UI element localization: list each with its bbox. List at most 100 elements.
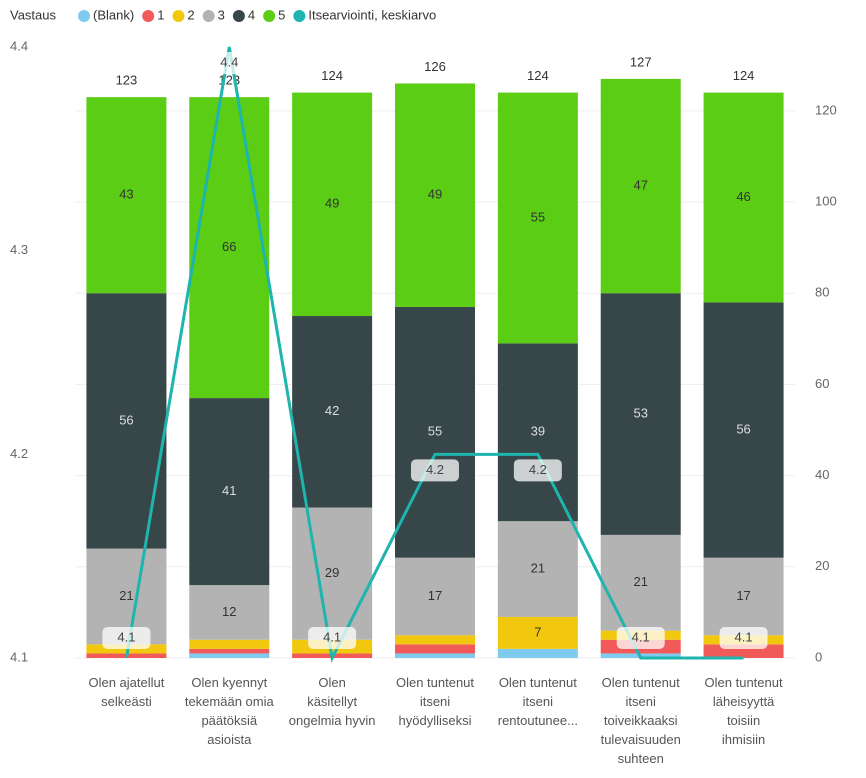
data-label: 4.1 — [323, 629, 341, 644]
data-label: 29 — [325, 565, 339, 580]
data-label: 53 — [633, 405, 647, 420]
legend-label: 1 — [157, 7, 164, 22]
legend-marker — [202, 10, 215, 22]
y-tick-label: 4.1 — [10, 649, 28, 664]
x-tick-label: Olen tuntenut itseni hyödylliseksi — [396, 675, 474, 728]
data-label: 39 — [531, 424, 545, 439]
data-label-box — [411, 459, 459, 482]
data-label: 4.1 — [117, 629, 135, 644]
bar-segment — [395, 635, 475, 645]
bar-segment — [600, 293, 681, 535]
data-label: 21 — [119, 588, 133, 603]
x-tick-label: Olen tuntenut läheisyyttä toisiin ihmisiin — [705, 675, 783, 747]
y2-tick-label: 40 — [815, 467, 829, 482]
data-label: 46 — [736, 189, 750, 204]
bar-segment — [292, 316, 373, 508]
legend-marker — [142, 10, 155, 22]
bar-segment — [292, 507, 373, 640]
legend-marker — [232, 10, 245, 22]
total-label: 127 — [630, 54, 652, 69]
total-label: 123 — [116, 73, 138, 88]
bar-segment — [703, 302, 784, 558]
legend-marker — [263, 10, 276, 22]
y-tick-label: 4.4 — [10, 38, 28, 53]
legend-label: 5 — [278, 7, 285, 22]
data-label: 66 — [222, 239, 236, 254]
bar-segment — [497, 616, 578, 649]
data-label: 56 — [119, 412, 133, 427]
y2-tick-label: 80 — [815, 285, 829, 300]
bar-segment — [497, 343, 578, 522]
bar-segment — [292, 92, 373, 317]
data-label: 43 — [119, 187, 133, 202]
y2-tick-label: 20 — [815, 558, 829, 573]
bar-segment — [189, 585, 270, 640]
data-label: 42 — [325, 403, 339, 418]
data-label: 4.1 — [632, 629, 650, 644]
data-label: 49 — [428, 187, 442, 202]
bar-segment — [703, 557, 784, 636]
bar-segment — [703, 92, 784, 303]
legend-label: 4 — [248, 7, 255, 22]
data-label: 21 — [633, 574, 647, 589]
bar-segment — [189, 398, 270, 586]
legend-title: Vastaus — [10, 7, 57, 22]
bar-segment — [497, 92, 578, 344]
line — [124, 46, 744, 663]
y2-tick-label: 100 — [815, 193, 837, 208]
total-label: 124 — [527, 68, 549, 83]
bar-segment — [395, 644, 475, 654]
bar-segment — [497, 521, 578, 617]
total-label: 124 — [321, 68, 343, 83]
data-label-box — [513, 459, 562, 482]
bar-segment — [189, 639, 270, 649]
data-label: 17 — [736, 588, 750, 603]
legend-label: 3 — [218, 7, 225, 22]
bar-segment — [395, 83, 475, 307]
y-tick-label: 4.2 — [10, 446, 28, 461]
legend-label: (Blank) — [93, 7, 134, 22]
legend-marker — [172, 10, 185, 22]
data-label: 49 — [325, 196, 339, 211]
x-tick-label: Olen tuntenut itseni rentoutunee... — [498, 675, 578, 728]
data-label: 17 — [428, 588, 442, 603]
data-label: 55 — [531, 209, 545, 224]
x-tick-label: Olen käsitellyt ongelmia hyvin — [289, 675, 376, 728]
bar-segment — [497, 648, 578, 658]
legend-label: 2 — [187, 7, 194, 22]
data-label: 47 — [633, 178, 647, 193]
bar-segment — [600, 78, 681, 294]
x-tick-label: Olen kyennyt tekemään omia päätöksiä asiois… — [185, 675, 275, 747]
legend-label: Itsearviointi, keskiarvo — [308, 7, 436, 22]
data-label-box — [616, 627, 665, 649]
bar-segment — [395, 653, 475, 658]
bar-segment — [189, 97, 270, 399]
data-label: 56 — [736, 421, 750, 436]
data-label: 21 — [531, 561, 545, 576]
y-tick-label: 4.3 — [10, 242, 28, 257]
data-label: 55 — [428, 424, 442, 439]
legend-marker — [78, 10, 90, 22]
data-label: 4.2 — [426, 462, 444, 477]
bar-segment — [395, 557, 475, 636]
data-label: 4.4 — [220, 54, 238, 69]
x-tick-label: Olen ajatellut selkeästi — [88, 675, 164, 709]
data-label: 12 — [222, 604, 236, 619]
legend-marker — [293, 10, 306, 22]
data-label-box — [719, 627, 768, 649]
data-label: 4.1 — [735, 629, 753, 644]
y2-tick-label: 120 — [815, 102, 837, 117]
total-label: 124 — [733, 68, 755, 83]
data-label: 41 — [222, 483, 236, 498]
bar-segment — [86, 97, 167, 294]
bar-segment — [600, 534, 681, 631]
bar-segment — [395, 306, 475, 558]
bar-segment — [189, 653, 270, 658]
data-label: 7 — [534, 624, 541, 639]
data-label-box — [205, 52, 254, 74]
data-label-box — [102, 627, 151, 649]
data-label-box — [308, 627, 357, 649]
y2-tick-label: 60 — [815, 376, 829, 391]
bar-segment — [189, 648, 270, 654]
